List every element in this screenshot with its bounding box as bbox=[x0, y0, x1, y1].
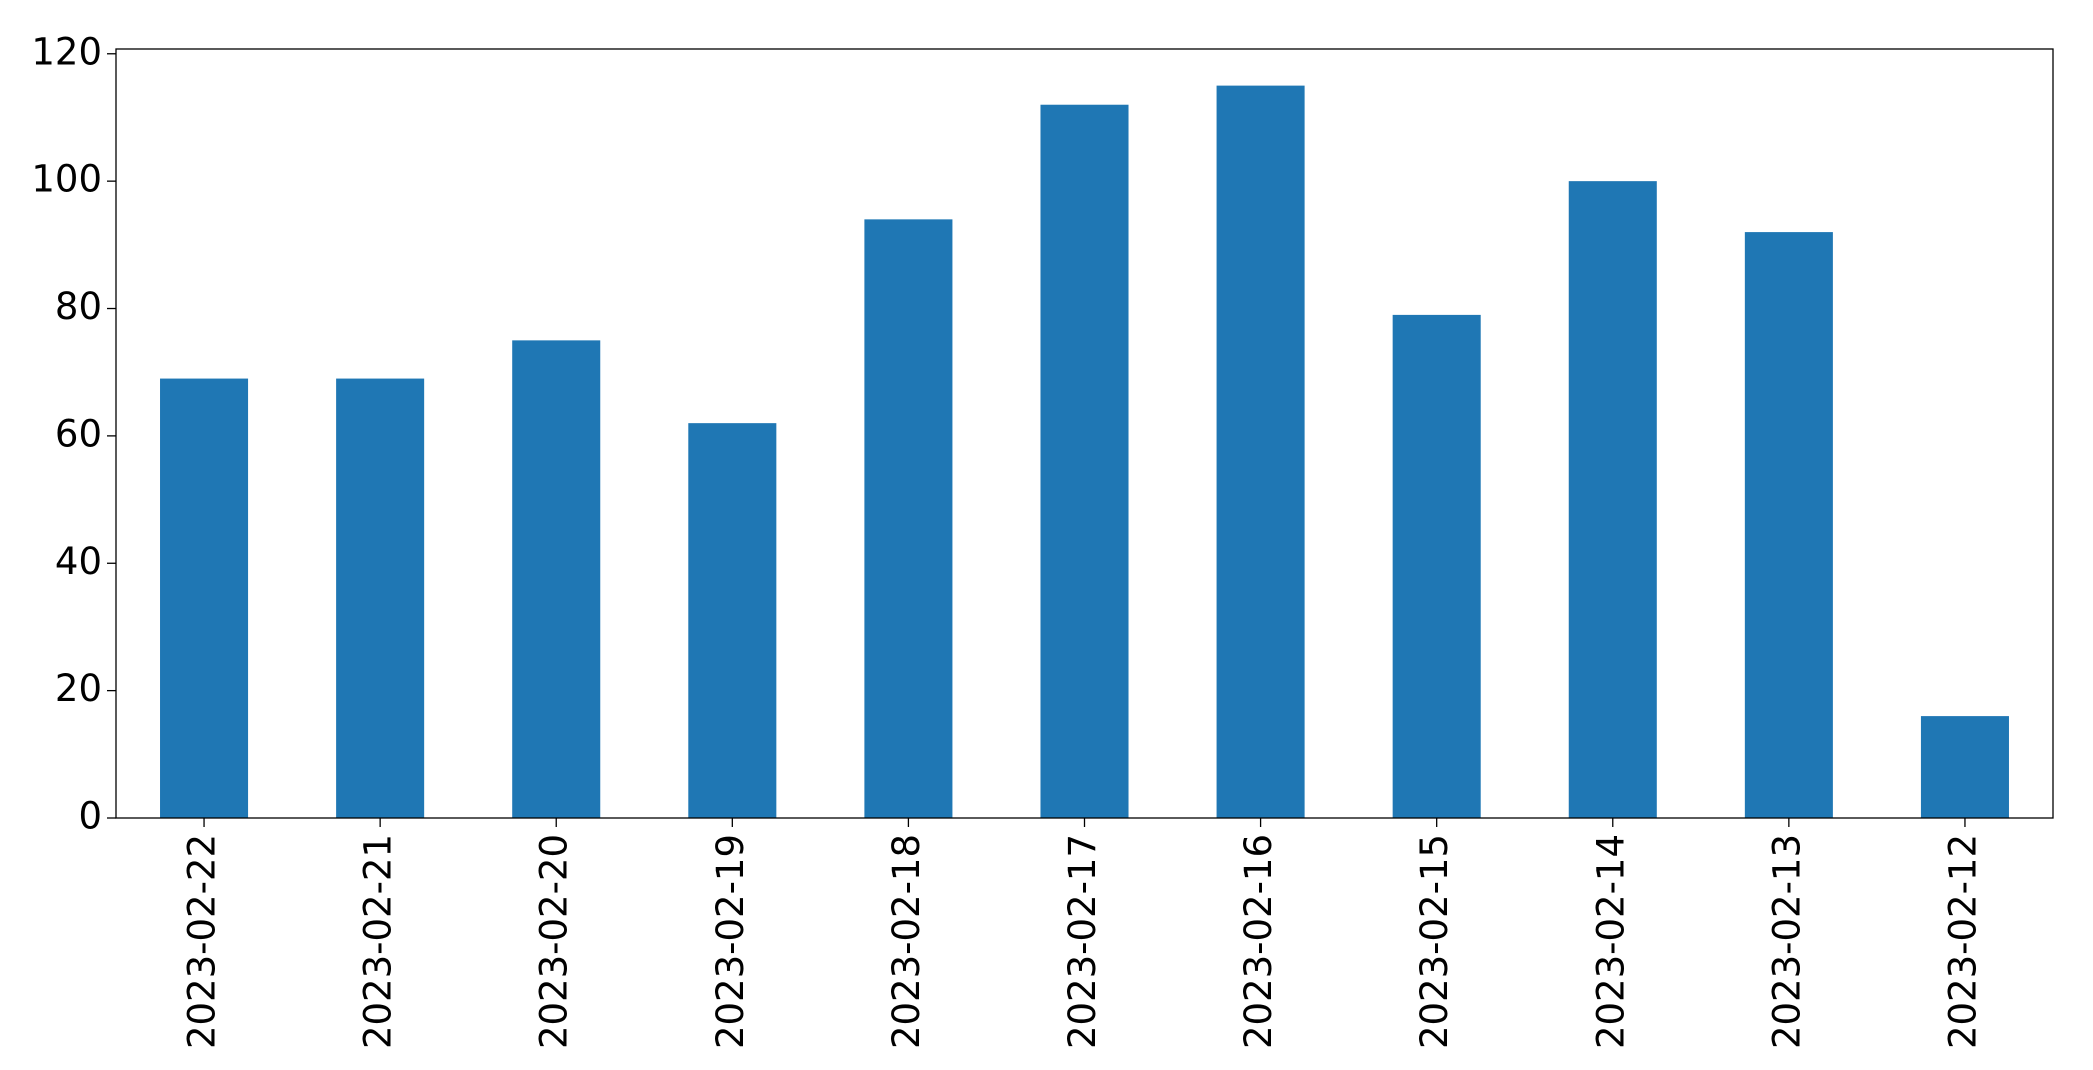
bar bbox=[512, 340, 601, 818]
bar bbox=[1920, 716, 2009, 818]
x-tick-label: 2023-02-12 bbox=[1941, 834, 1984, 1049]
bar bbox=[688, 423, 777, 818]
bar bbox=[336, 378, 425, 818]
bar bbox=[1040, 104, 1129, 819]
y-tick-label: 20 bbox=[55, 667, 102, 710]
plot-frame bbox=[115, 48, 2054, 819]
x-tick-label: 2023-02-19 bbox=[709, 834, 752, 1049]
x-tick-label: 2023-02-18 bbox=[885, 834, 928, 1049]
x-tick-label: 2023-02-14 bbox=[1589, 834, 1632, 1049]
x-tick-label: 2023-02-22 bbox=[181, 834, 224, 1049]
x-tick-label: 2023-02-21 bbox=[357, 834, 400, 1049]
bar bbox=[1216, 85, 1305, 819]
y-tick-label: 100 bbox=[31, 158, 102, 201]
y-tick-label: 80 bbox=[55, 285, 102, 328]
y-tick-label: 120 bbox=[31, 30, 102, 73]
y-tick-label: 40 bbox=[55, 540, 102, 583]
x-tick-label: 2023-02-13 bbox=[1765, 834, 1808, 1049]
bar bbox=[864, 219, 953, 819]
x-tick-label: 2023-02-20 bbox=[533, 834, 576, 1049]
bar bbox=[1392, 314, 1481, 818]
x-tick-label: 2023-02-16 bbox=[1237, 834, 1280, 1049]
bar bbox=[1744, 232, 1833, 819]
y-tick-label: 0 bbox=[78, 795, 102, 838]
bar bbox=[160, 378, 249, 818]
x-tick-label: 2023-02-15 bbox=[1413, 834, 1456, 1049]
y-tick-label: 60 bbox=[55, 412, 102, 455]
bar bbox=[1568, 181, 1657, 819]
x-tick-label: 2023-02-17 bbox=[1061, 834, 1104, 1049]
